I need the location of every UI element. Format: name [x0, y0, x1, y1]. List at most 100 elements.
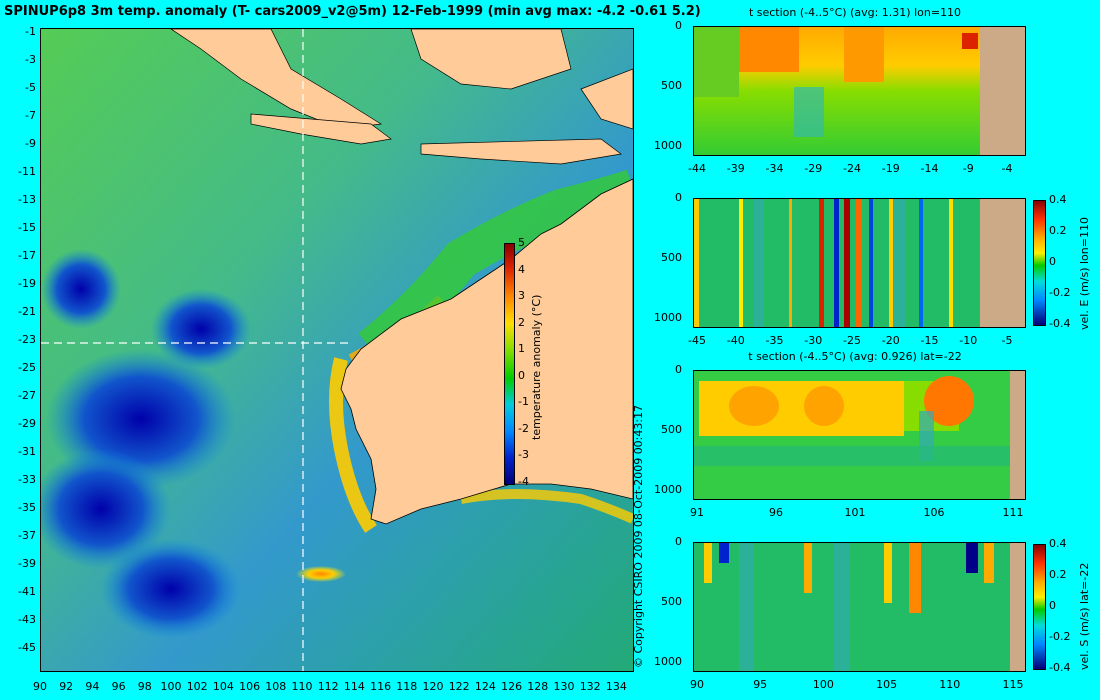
panel-colorbar-tick: -0.2 — [1049, 286, 1071, 299]
land-borneo — [410, 29, 572, 90]
map-y-tick: -35 — [18, 501, 36, 514]
map-colorbar-tick: -3 — [518, 448, 529, 461]
map-x-tick: 120 — [422, 680, 444, 693]
panel-x-tick: -34 — [765, 162, 784, 175]
map-x-tick: 116 — [370, 680, 392, 693]
map-colorbar-tick: 1 — [518, 342, 525, 355]
map-x-tick: 92 — [59, 680, 74, 693]
map-x-tick: 124 — [474, 680, 496, 693]
map-colorbar-tick: 3 — [518, 289, 525, 302]
vel-s-lat-plot — [694, 543, 1025, 671]
panel-x-tick: -20 — [881, 334, 900, 347]
panel-colorbar-tick: 0.2 — [1049, 224, 1067, 237]
map-x-tick: 130 — [553, 680, 575, 693]
map-y-tick: -31 — [18, 445, 36, 458]
panel-x-tick: 91 — [690, 506, 704, 519]
map-y-tick: -45 — [18, 641, 36, 654]
t-section-lon-panel[interactable] — [693, 26, 1026, 156]
panel-y-tick: 1000 — [654, 139, 682, 152]
map-colorbar-tick: 0 — [518, 368, 525, 382]
map-x-tick: 110 — [291, 680, 313, 693]
map-y-tick: -39 — [18, 557, 36, 570]
map-x-tick: 90 — [33, 680, 47, 693]
vel-e-colorbar — [1033, 200, 1046, 326]
map-y-tick: -5 — [25, 81, 36, 94]
panel-colorbar-tick: 0.2 — [1049, 568, 1067, 581]
map-x-tick: 102 — [186, 680, 208, 693]
panel-y-tick: 0 — [675, 363, 682, 376]
panel-x-tick: 115 — [1002, 678, 1024, 691]
panel-x-tick: -24 — [843, 162, 861, 175]
map-colorbar-tick: -4 — [518, 474, 529, 488]
t-section-lat-panel[interactable] — [693, 370, 1026, 500]
t-section-lat-plot — [694, 371, 1025, 499]
vel-s-colorbar-label: vel. S (m/s) lat=-22 — [1078, 562, 1091, 670]
panel-title: t section (-4..5°C) (avg: 1.31) lon=110 — [748, 6, 962, 19]
panel-title: t section (-4..5°C) (avg: 0.926) lat=-22 — [748, 350, 962, 363]
map-y-tick: -15 — [18, 221, 36, 234]
panel-colorbar-tick: 0 — [1049, 599, 1056, 612]
map-colorbar-tick: 5 — [518, 236, 525, 249]
panel-x-tick: -39 — [726, 162, 745, 175]
map-x-tick: 126 — [501, 680, 523, 693]
panel-x-tick: -9 — [962, 162, 974, 175]
map-colorbar-tick: -2 — [518, 421, 529, 435]
panel-x-tick: 111 — [1002, 506, 1024, 519]
map-y-tick: -13 — [18, 193, 36, 206]
panel-y-tick: 500 — [661, 251, 682, 264]
vel-e-lon-panel[interactable] — [693, 198, 1026, 328]
map-x-tick: 98 — [137, 680, 152, 693]
panel-x-tick: 100 — [812, 678, 834, 691]
map-colorbar — [504, 243, 515, 485]
land-java — [250, 113, 392, 145]
panel-y-tick: 0 — [675, 535, 682, 548]
panel-y-tick: 500 — [661, 595, 682, 608]
panel-x-tick: -10 — [959, 334, 978, 347]
map-colorbar-tick: 2 — [518, 315, 525, 329]
map-y-tick: -33 — [18, 473, 36, 486]
map-colorbar-label: temperature anomaly (°C) — [530, 294, 543, 440]
panel-y-tick: 1000 — [654, 311, 682, 324]
panel-x-tick: -35 — [765, 334, 784, 347]
map-y-tick: -43 — [18, 613, 36, 626]
map-y-tick: -23 — [18, 333, 36, 346]
vel-s-lat-panel[interactable] — [693, 542, 1026, 672]
map-canvas — [41, 29, 633, 671]
map-x-tick: 132 — [579, 680, 601, 693]
panel-y-tick: 500 — [661, 423, 682, 436]
map-x-tick: 108 — [265, 680, 287, 693]
panel-x-tick: -45 — [688, 334, 706, 347]
panel-colorbar-tick: 0.4 — [1049, 193, 1067, 206]
map-y-tick: -25 — [18, 361, 36, 374]
panel-x-tick: -29 — [804, 162, 823, 175]
map-y-tick: -27 — [18, 389, 36, 402]
panel-y-tick: 0 — [675, 19, 682, 32]
map-y-tick: -21 — [18, 305, 36, 318]
map-x-tick: 134 — [605, 680, 627, 693]
map-colorbar-tick: -1 — [518, 395, 529, 408]
panel-x-tick: -40 — [726, 334, 745, 347]
panel-x-tick: 95 — [753, 678, 768, 691]
map-x-tick: 94 — [85, 680, 100, 693]
panel-x-tick: -19 — [881, 162, 900, 175]
panel-x-tick: 106 — [923, 506, 945, 519]
map-y-tick: -29 — [18, 417, 36, 430]
main-map-title: SPINUP6p8 3m temp. anomaly (T- cars2009_… — [4, 4, 701, 19]
vel-s-colorbar — [1033, 544, 1046, 670]
land-australia — [340, 178, 633, 525]
map-x-tick: 100 — [160, 680, 182, 693]
map-y-tick: -7 — [25, 109, 36, 122]
map-y-tick: -19 — [18, 277, 36, 290]
panel-colorbar-tick: 0.4 — [1049, 537, 1067, 550]
map-y-tick: -9 — [25, 137, 36, 150]
map-x-tick: 122 — [448, 680, 470, 693]
map-x-tick: 104 — [212, 680, 234, 693]
copyright-note: © Copyright CSIRO 2009 08-Oct-2009 00:43… — [632, 404, 645, 668]
map-x-tick: 112 — [317, 680, 339, 693]
temperature-anomaly-map[interactable] — [40, 28, 634, 672]
t-section-lon-plot — [694, 27, 1025, 155]
panel-x-tick: -14 — [920, 162, 939, 175]
panel-x-tick: 110 — [939, 678, 961, 691]
map-y-tick: -1 — [25, 25, 36, 38]
panel-x-tick: 101 — [844, 506, 866, 519]
